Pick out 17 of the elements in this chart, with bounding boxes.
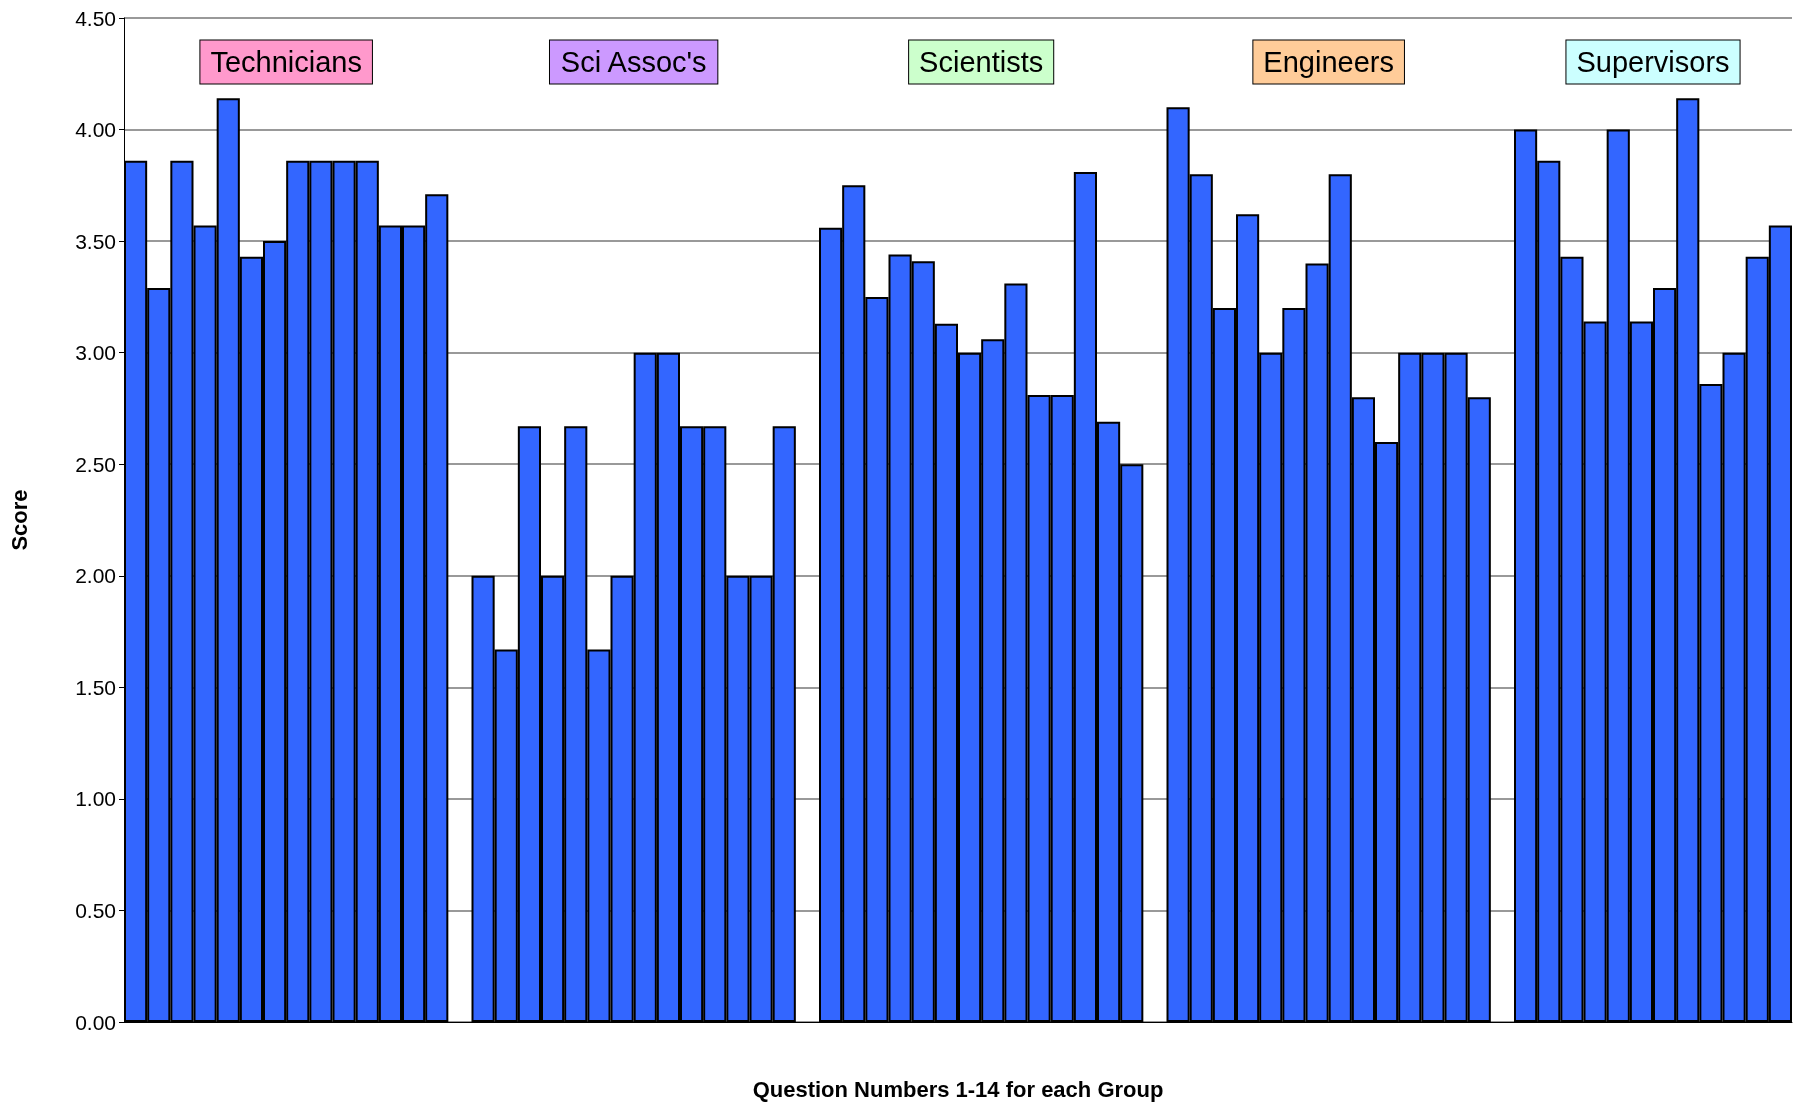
y-axis-title: Score	[6, 489, 32, 551]
y-tick-label: 2.00	[75, 564, 116, 588]
y-tick-label: 0.00	[75, 1010, 116, 1034]
annotation: Scientists	[919, 46, 1044, 78]
y-tick-label: 3.50	[75, 229, 116, 253]
y-tick-label: 1.00	[75, 787, 116, 811]
x-axis-title: Question Numbers 1-14 for each Group	[752, 1076, 1164, 1102]
y-tick-label: 2.50	[75, 452, 116, 476]
annotation: Sci Assoc's	[560, 46, 707, 78]
y-tick-label: 4.00	[75, 118, 116, 142]
annotation: Engineers	[1263, 46, 1394, 78]
annotation: Technicians	[210, 46, 362, 78]
y-tick-label: 0.50	[75, 898, 116, 922]
annotation: Supervisors	[1576, 46, 1730, 78]
y-tick-label: 4.50	[75, 6, 116, 30]
y-tick-label: 3.00	[75, 341, 116, 365]
y-tick-label: 1.50	[75, 675, 116, 699]
